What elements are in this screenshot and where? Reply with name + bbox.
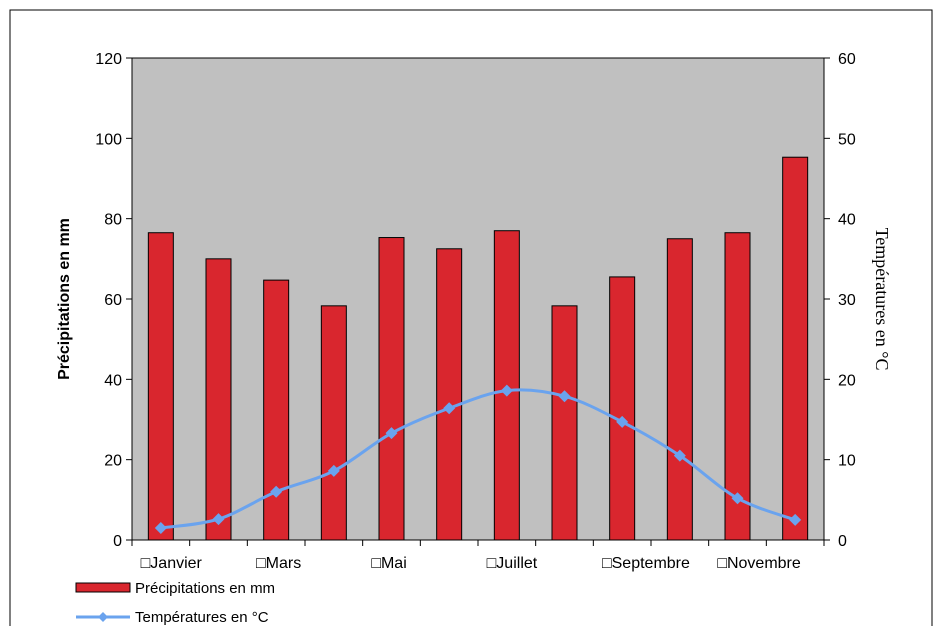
- temperature-curve: [160, 388, 796, 530]
- y-tick-label-right-5: 50: [838, 131, 856, 148]
- axes: [126, 57, 830, 546]
- y-axis-title-right: Températures en °C: [872, 228, 892, 371]
- y-tick-label-left-0: 0: [113, 533, 122, 550]
- legend-label-precipitations: Précipitations en mm: [135, 580, 275, 597]
- bar-3: [263, 279, 290, 541]
- y-axis-title-left: Précipitations en mm: [56, 218, 73, 380]
- temperature-point-4: [327, 464, 340, 477]
- y-tick-label-left-3: 60: [104, 292, 122, 309]
- legend-label-temperatures: Températures en °C: [135, 609, 269, 626]
- y-tick-label-right-1: 10: [838, 453, 856, 470]
- temperature-point-1: [154, 521, 167, 534]
- y-tick-label-left-1: 20: [104, 453, 122, 470]
- bar-1: [147, 232, 174, 541]
- temperature-point-2: [212, 513, 225, 526]
- temperature-point-11: [731, 492, 744, 505]
- legend-marker-temperatures: [98, 612, 108, 622]
- x-tick-label-5: □Mai: [371, 555, 406, 572]
- x-tick-label-7: □Juillet: [487, 555, 538, 572]
- y-tick-label-right-6: 60: [838, 51, 856, 68]
- temperature-point-8: [558, 390, 571, 403]
- bar-5: [378, 237, 405, 541]
- y-tick-label-left-5: 100: [95, 131, 122, 148]
- bar-4: [320, 305, 347, 541]
- y-tick-label-right-3: 30: [838, 292, 856, 309]
- temperature-point-5: [385, 427, 398, 440]
- y-tick-label-right-0: 0: [838, 533, 847, 550]
- y-tick-label-left-6: 120: [95, 51, 122, 68]
- bar-10: [666, 238, 693, 541]
- temperature-point-12: [789, 513, 802, 526]
- bar-8: [551, 305, 578, 541]
- bar-6: [436, 248, 463, 541]
- bar-9: [609, 276, 636, 541]
- temperature-line: [154, 384, 802, 534]
- y-tick-label-right-4: 40: [838, 212, 856, 229]
- y-tick-label-left-4: 80: [104, 212, 122, 229]
- y-tick-label-right-2: 20: [838, 372, 856, 389]
- y-tick-label-left-2: 40: [104, 372, 122, 389]
- temperature-point-9: [616, 415, 629, 428]
- temperature-point-3: [270, 485, 283, 498]
- legend-swatch-precipitations: [75, 582, 131, 593]
- bar-12: [782, 156, 809, 541]
- temperature-point-7: [500, 384, 513, 397]
- legend: Précipitations en mm Températures en °C: [75, 580, 275, 626]
- temperature-point-6: [443, 402, 456, 415]
- x-tick-label-1: □Janvier: [141, 555, 203, 572]
- x-tick-label-11: □Novembre: [717, 555, 801, 572]
- bar-11: [724, 232, 751, 541]
- bar-2: [205, 258, 232, 541]
- x-tick-label-9: □Septembre: [602, 555, 690, 572]
- temperature-point-10: [673, 449, 686, 462]
- tick-labels: 0 20 40 60 80 100 120 0 10 20 30 40 50 60 □Janvier □Mar…: [95, 51, 856, 572]
- x-tick-label-3: □Mars: [256, 555, 301, 572]
- plot-area: [132, 58, 824, 540]
